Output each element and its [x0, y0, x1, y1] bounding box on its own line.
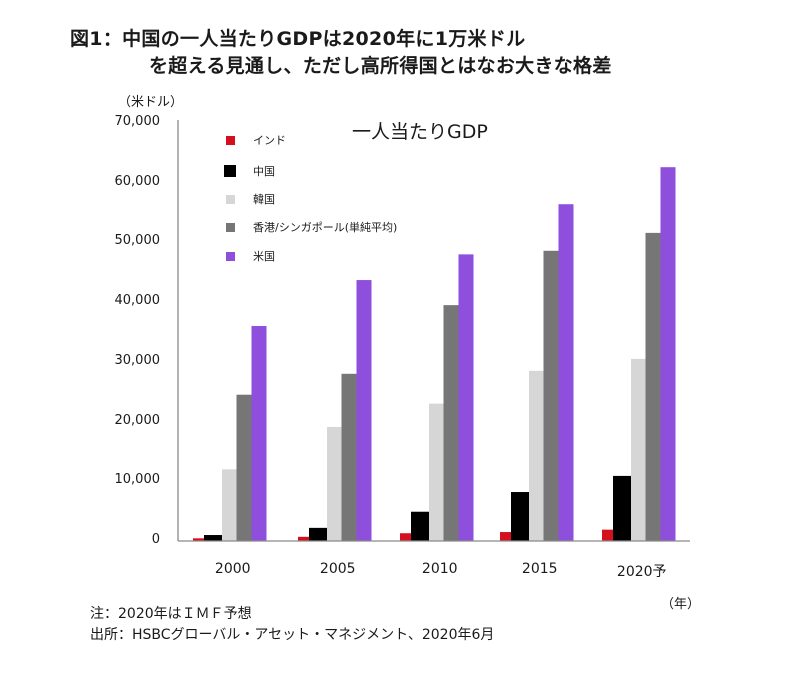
figure-title: 図1：中国の一人当たりGDPは2020年に1万米ドル を超える見通し、ただし高所…: [70, 26, 612, 80]
bar-2000-4: [251, 326, 267, 541]
bar-2020予-2: [631, 358, 646, 541]
legend-item: 韓国: [226, 191, 275, 207]
bar-2005-1: [309, 527, 327, 541]
y-tick-label: 50,000: [114, 233, 161, 249]
y-tick-label: 0: [151, 532, 160, 547]
legend-swatch: [226, 222, 235, 232]
x-axis-unit-label: （年）: [661, 597, 701, 612]
x-tick-label: 2015: [521, 561, 558, 577]
bar-2010-0: [400, 533, 411, 541]
bar-2015-2: [529, 370, 544, 541]
y-tick-label: 30,000: [114, 352, 161, 368]
x-tick-label: 2020予: [616, 564, 667, 580]
legend-label: 中国: [253, 165, 275, 178]
legend-label: 香港/シンガポール(単純平均): [253, 221, 398, 234]
x-tick-label: 2010: [421, 561, 458, 577]
bar-2000-1: [204, 535, 222, 541]
bar-2020予-4: [660, 167, 676, 541]
y-tick-label: 70,000: [114, 114, 161, 129]
bar-2020予-0: [602, 529, 613, 541]
y-tick-label: 10,000: [114, 472, 161, 488]
bar-2015-3: [543, 250, 559, 541]
legend-item: インド: [226, 132, 286, 148]
figure-title-line2: を超える見通し、ただし高所得国とはなお大きな格差: [149, 55, 612, 77]
legend-item: 中国: [224, 163, 275, 179]
bar-2000-0: [193, 538, 204, 541]
bar-2020予-3: [645, 232, 661, 542]
y-tick-label: 20,000: [114, 412, 161, 428]
legend-item: 米国: [226, 248, 275, 264]
bar-2010-3: [443, 305, 459, 541]
bar-2000-2: [222, 469, 237, 541]
footnote: 注：2020年はＩＭＦ予想: [90, 606, 252, 622]
bar-2020予-1: [613, 475, 631, 541]
y-tick-label: 60,000: [114, 173, 161, 189]
legend-label: 米国: [253, 250, 275, 263]
bar-2000-3: [236, 394, 252, 541]
x-tick-label: 2005: [319, 561, 356, 577]
bar-2010-4: [458, 254, 474, 541]
legend-swatch: [226, 251, 235, 261]
legend-swatch: [226, 194, 235, 204]
chart-title: 一人当たりGDP: [352, 121, 488, 143]
x-tick-label: 2000: [214, 561, 251, 577]
bar-2015-4: [558, 204, 574, 541]
bar-2015-1: [511, 492, 529, 541]
legend-swatch: [224, 165, 236, 177]
legend-item: 香港/シンガポール(単純平均): [226, 219, 397, 235]
bar-2015-0: [500, 532, 511, 541]
source-note: 出所：HSBCグローバル・アセット・マネジメント、2020年6月: [90, 627, 495, 643]
bar-2005-2: [327, 426, 342, 541]
legend-label: 韓国: [253, 193, 275, 206]
bar-2005-4: [356, 280, 372, 541]
y-axis-unit-label: （米ドル）: [118, 95, 184, 110]
legend-swatch: [226, 135, 235, 145]
figure-title-line1: 図1：中国の一人当たりGDPは2020年に1万米ドル: [70, 28, 526, 50]
bar-2005-0: [298, 536, 309, 541]
y-tick-label: 40,000: [114, 293, 161, 309]
bar-2005-3: [341, 373, 357, 541]
legend-label: インド: [253, 134, 286, 147]
bar-2010-2: [429, 403, 444, 541]
bar-2010-1: [411, 511, 429, 541]
